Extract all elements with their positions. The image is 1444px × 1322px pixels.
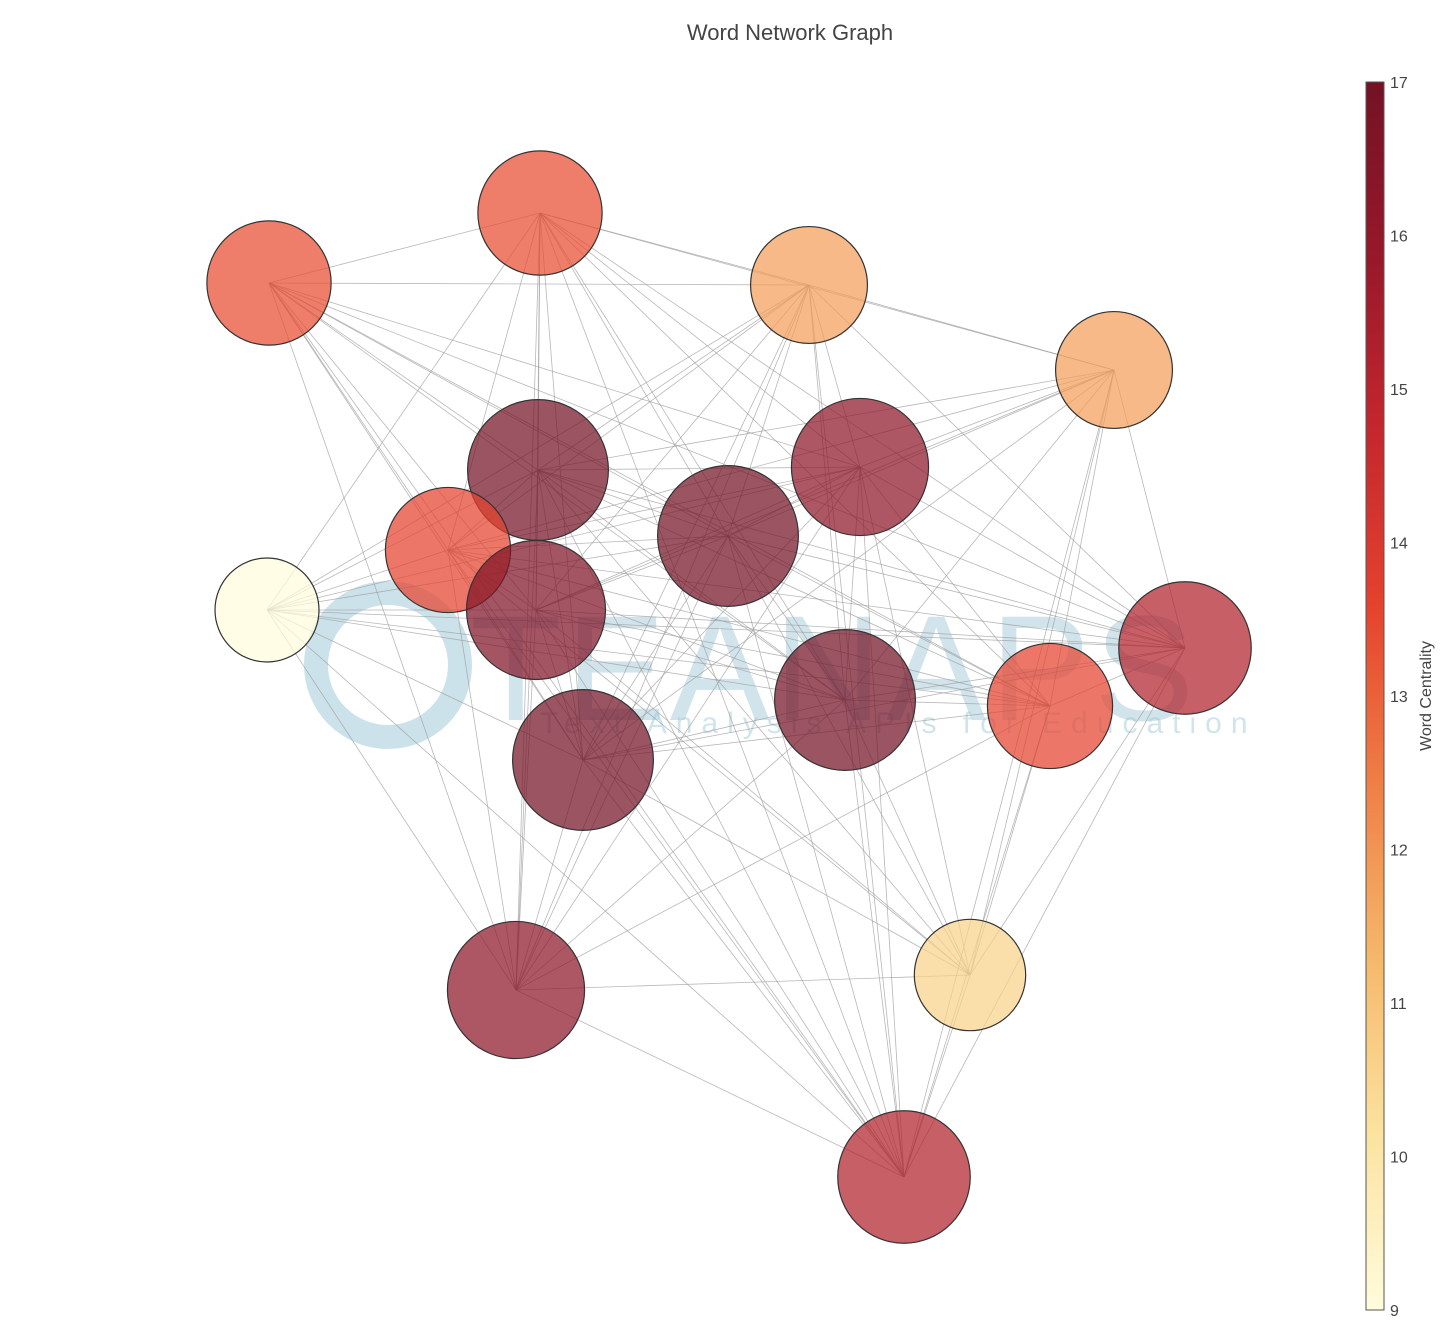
colorbar-title: Word Centrality: [1418, 641, 1435, 751]
node-n13[interactable]: [986, 642, 1114, 770]
edge-n2-n6: [268, 282, 861, 468]
colorbar-tick-label: 17: [1390, 75, 1408, 92]
edge-n12-n17: [844, 699, 905, 1178]
colorbar-gradient: [1365, 81, 1385, 1311]
edge-n1-n9: [266, 212, 541, 611]
edge-n14-n16: [582, 759, 971, 976]
edge-n2-n15: [268, 282, 517, 991]
edge-n5-n16: [537, 469, 971, 976]
watermark-logo-icon: [304, 581, 472, 749]
edge-n10-n16: [535, 609, 971, 976]
node-n12[interactable]: [773, 628, 916, 771]
edge-n2-n3: [268, 282, 810, 286]
edge-n15-n16: [515, 974, 971, 991]
colorbar-tick-label: 16: [1390, 229, 1408, 246]
edge-n7-n17: [727, 535, 905, 1178]
node-n6[interactable]: [790, 397, 930, 537]
node-n10[interactable]: [465, 539, 607, 681]
node-n3[interactable]: [749, 225, 869, 345]
colorbar-tick-label: 14: [1390, 536, 1408, 553]
edge-n6-n17: [859, 466, 905, 1178]
colorbar-tick-label: 15: [1390, 382, 1408, 399]
edge-n1-n12: [539, 212, 846, 701]
edge-n6-n16: [859, 466, 971, 976]
colorbar: 9 10 11 12 13 14 15 16 17 Word Centrality: [1365, 75, 1435, 1320]
edge-n5-n13: [537, 469, 1051, 707]
edge-n4-n17: [903, 369, 1115, 1178]
node-n7[interactable]: [656, 465, 799, 608]
colorbar-tick-label: 13: [1390, 689, 1408, 706]
edge-n11-n17: [903, 647, 1186, 1178]
node-n16[interactable]: [913, 918, 1027, 1032]
edge-n9-n11: [266, 609, 1186, 649]
edge-n2-n7: [268, 282, 729, 537]
node-n1[interactable]: [477, 150, 603, 276]
chart-title: Word Network Graph: [686, 20, 894, 45]
node-n14[interactable]: [511, 688, 654, 831]
edge-n9-n15: [266, 609, 517, 991]
node-layer: [206, 150, 1252, 1244]
node-n15[interactable]: [446, 920, 586, 1060]
node-n9[interactable]: [214, 557, 320, 663]
edge-n5-n11: [537, 469, 1186, 649]
edge-n10-n11: [535, 609, 1186, 649]
node-n11[interactable]: [1118, 581, 1252, 715]
edge-n4-n14: [582, 369, 1115, 761]
edge-n3-n11: [808, 284, 1186, 649]
edge-n12-n15: [515, 699, 846, 991]
node-n2[interactable]: [206, 220, 332, 346]
colorbar-tick-label: 9: [1390, 1303, 1399, 1320]
edge-n9-n17: [266, 609, 905, 1178]
edge-n7-n11: [727, 535, 1186, 649]
edge-n14-n17: [582, 759, 905, 1178]
edge-n1-n17: [539, 212, 905, 1178]
edge-n15-n17: [515, 989, 905, 1178]
node-n4[interactable]: [1054, 310, 1174, 430]
edge-n9-n13: [266, 609, 1051, 707]
colorbar-tick-label: 10: [1390, 1150, 1408, 1167]
edge-n8-n15: [447, 549, 517, 991]
edge-n3-n10: [535, 284, 810, 611]
edge-n2-n13: [268, 282, 1051, 707]
colorbar-tick-label: 12: [1390, 843, 1408, 860]
node-n17[interactable]: [837, 1110, 971, 1244]
colorbar-tick-label: 11: [1390, 996, 1407, 1013]
edge-n13-n15: [515, 705, 1051, 991]
